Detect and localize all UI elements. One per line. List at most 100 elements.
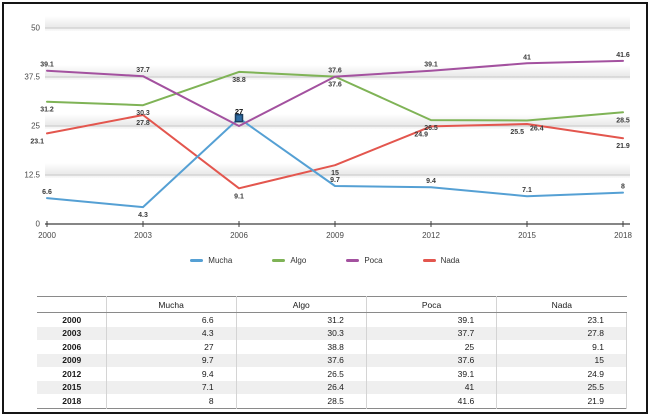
highlighted-point (234, 113, 244, 123)
gridline-band (45, 16, 630, 31)
table-body: 2000 6.6 31.2 39.1 23.1 2003 4.3 30.3 37.7 27.8 20… (37, 312, 627, 408)
legend-dash-icon (272, 259, 286, 262)
value-cell-algo: 28.5 (235, 394, 367, 408)
table-row-2009: 2009 9.7 37.6 37.6 15 (37, 353, 627, 367)
year-cell: 2003 (37, 326, 107, 340)
gridline-band (45, 65, 630, 80)
legend-label: Algo (290, 256, 307, 265)
value-cell-algo: 37.6 (235, 353, 367, 367)
value-cell-poca: 41.6 (365, 394, 498, 408)
x-axis (45, 221, 630, 227)
chart-legend: Mucha Algo Poca Nada (0, 256, 650, 265)
x-tick-label: 2012 (422, 231, 440, 240)
value-cell-poca: 41 (365, 380, 498, 394)
data-label-nada: 25.5 (510, 129, 524, 136)
data-label-algo: 31.2 (40, 107, 54, 114)
data-label-poca: 39.1 (40, 62, 54, 69)
data-label-poca: 41.6 (616, 52, 630, 59)
value-cell-algo: 31.2 (235, 312, 367, 327)
x-tick-label: 2018 (614, 231, 632, 240)
value-cell-nada: 9.1 (496, 340, 627, 354)
value-cell-nada: 21.9 (496, 394, 627, 408)
x-tick-label: 2003 (134, 231, 152, 240)
data-label-mucha: 6.6 (42, 189, 52, 196)
table-header-mucha: Mucha (105, 296, 237, 313)
data-point-labels: 6.6 4.3 27 9.7 9.4 7.1 8 31.2 30.3 38.8 37.6 26.5 26… (30, 52, 630, 219)
table-header-year (37, 296, 107, 313)
data-label-poca: 39.1 (424, 62, 438, 69)
year-cell: 2012 (37, 367, 107, 381)
data-label-nada: 15 (331, 170, 339, 177)
value-cell-algo: 26.4 (235, 380, 367, 394)
data-label-mucha: 9.4 (426, 178, 436, 185)
legend-dash-icon (190, 259, 204, 262)
data-label-algo: 26.4 (530, 126, 544, 133)
year-cell: 2000 (37, 312, 107, 327)
y-tick-label: 12.5 (24, 171, 40, 180)
table-row-2012: 2012 9.4 26.5 39.1 24.9 (37, 367, 627, 381)
value-cell-poca: 25 (365, 340, 498, 354)
data-label-algo: 28.5 (616, 117, 630, 124)
data-label-mucha: 7.1 (522, 187, 532, 194)
data-label-algo: 38.8 (232, 77, 246, 84)
gridline-shading-bands (45, 16, 630, 178)
value-cell-algo: 30.3 (235, 326, 367, 340)
series-line-poca[interactable] (46, 59, 624, 127)
x-tick-label: 2006 (230, 231, 248, 240)
y-tick-label: 25 (31, 122, 40, 131)
legend-label: Nada (440, 256, 460, 265)
value-cell-algo: 26.5 (235, 367, 367, 381)
data-label-nada: 9.1 (234, 193, 244, 200)
data-label-poca: 41 (523, 54, 531, 61)
series-lines (46, 59, 624, 209)
table-header-row: Mucha Algo Poca Nada (37, 296, 627, 313)
series-line-nada[interactable] (46, 114, 624, 190)
y-axis-tick-labels: 0 12.5 25 37.5 50 (24, 24, 40, 229)
legend-item-algo[interactable]: Algo (272, 256, 306, 265)
data-label-poca: 37.6 (328, 68, 342, 75)
legend-item-mucha[interactable]: Mucha (190, 256, 232, 265)
data-label-algo: 26.5 (424, 125, 438, 132)
legend-item-poca[interactable]: Poca (346, 256, 383, 265)
year-cell: 2018 (37, 394, 107, 408)
chart-data-table: Mucha Algo Poca Nada 2000 6.6 31.2 39.1 23.1 200… (37, 296, 627, 409)
value-cell-nada: 24.9 (496, 367, 627, 381)
gridline-band (45, 163, 630, 178)
x-tick-label: 2015 (518, 231, 536, 240)
table-header-nada: Nada (496, 296, 627, 313)
legend-dash-icon (422, 259, 436, 262)
data-label-nada: 23.1 (30, 138, 44, 145)
y-tick-label: 0 (36, 220, 41, 229)
value-cell-nada: 27.8 (496, 326, 627, 340)
data-label-poca: 37.7 (136, 67, 150, 74)
table-row-2006: 2006 27 38.8 25 9.1 (37, 340, 627, 354)
data-label-nada: 27.8 (136, 120, 150, 127)
x-tick-label: 2000 (38, 231, 56, 240)
value-cell-mucha: 27 (105, 340, 237, 354)
legend-label: Poca (364, 256, 383, 265)
year-cell: 2009 (37, 353, 107, 367)
legend-item-nada[interactable]: Nada (422, 256, 460, 265)
value-cell-mucha: 9.4 (105, 367, 237, 381)
series-line-mucha[interactable] (46, 117, 624, 209)
value-cell-nada: 15 (496, 353, 627, 367)
y-tick-label: 37.5 (24, 73, 40, 82)
gridlines (45, 27, 630, 176)
table-header-algo: Algo (235, 296, 367, 313)
selected-point-marker[interactable] (234, 113, 244, 123)
value-cell-nada: 23.1 (496, 312, 627, 327)
table-row-2015: 2015 7.1 26.4 41 25.5 (37, 380, 627, 394)
legend-dash-icon (346, 259, 360, 262)
value-cell-mucha: 7.1 (105, 380, 237, 394)
year-cell: 2006 (37, 340, 107, 354)
data-label-mucha: 9.7 (330, 177, 340, 184)
value-cell-nada: 25.5 (496, 380, 627, 394)
value-cell-poca: 37.6 (365, 353, 498, 367)
data-label-algo: 30.3 (136, 110, 150, 117)
x-axis-tick-labels: 2000 2003 2006 2009 2012 2015 2018 (38, 231, 632, 240)
y-tick-label: 50 (31, 24, 40, 33)
table-row-2018: 2018 8 28.5 41.6 21.9 (37, 394, 627, 408)
data-label-algo: 37.6 (328, 82, 342, 89)
data-label-mucha: 27 (235, 107, 243, 116)
